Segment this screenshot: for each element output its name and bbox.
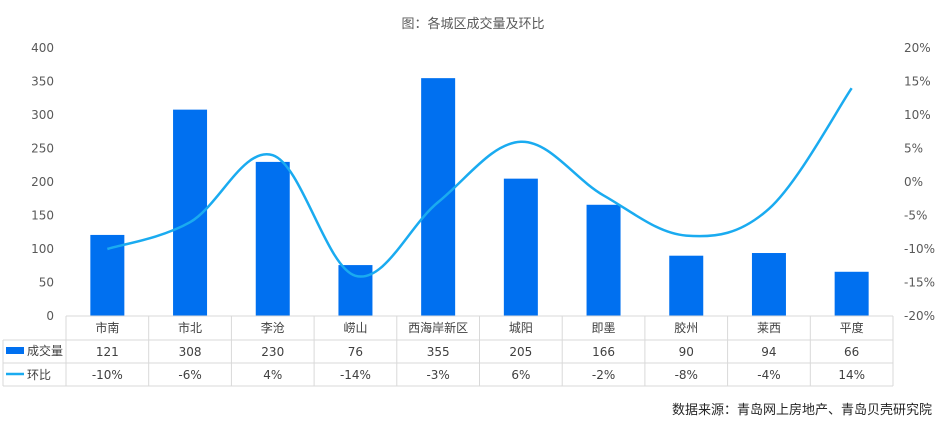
data-source-note: 数据来源：青岛网上房地产、青岛贝壳研究院	[671, 403, 932, 418]
y-axis-tick-label: 0	[46, 309, 54, 323]
table-value-huanbi: -8%	[675, 368, 698, 382]
table-value-huanbi: -14%	[340, 368, 371, 382]
y-axis-tick-label: 300	[31, 108, 54, 122]
table-value-huanbi: -2%	[592, 368, 615, 382]
x-axis-category-label: 市北	[178, 320, 202, 335]
y-axis-tick-label: 50	[39, 276, 54, 290]
y2-axis-tick-label: 20%	[904, 41, 931, 55]
y2-axis-tick-label: -15%	[904, 276, 935, 290]
bar	[421, 78, 456, 317]
y2-axis-tick-label: 10%	[904, 108, 931, 122]
table-value-huanbi: 4%	[263, 368, 282, 382]
y-axis-tick-label: 250	[31, 142, 54, 156]
table-value-volume: 66	[844, 345, 859, 359]
chart-title: 图：各城区成交量及环比	[401, 17, 545, 32]
legend-label-bar: 成交量	[27, 343, 63, 358]
y-axis-tick-label: 400	[31, 41, 54, 55]
x-axis-category-label: 平度	[840, 320, 864, 335]
bar	[503, 178, 538, 316]
table-value-volume: 90	[679, 345, 694, 359]
y2-axis-tick-label: -10%	[904, 242, 935, 256]
x-axis-category-label: 城阳	[509, 321, 533, 335]
y2-axis-tick-label: 5%	[904, 142, 923, 156]
legend-key-bar	[6, 347, 24, 354]
bar	[669, 255, 704, 316]
table-value-volume: 308	[179, 345, 202, 359]
table-value-huanbi: -6%	[178, 368, 201, 382]
x-axis-category-label: 莱西	[757, 321, 781, 335]
x-axis-category-label: 李沧	[261, 320, 285, 335]
bar	[255, 161, 290, 316]
y2-axis-tick-label: -5%	[904, 209, 927, 223]
bar	[586, 204, 621, 316]
table-value-huanbi: 14%	[838, 368, 865, 382]
y2-axis-tick-label: 0%	[904, 175, 923, 189]
table-value-volume: 94	[761, 345, 776, 359]
table-value-volume: 205	[509, 345, 532, 359]
y-axis-tick-label: 350	[31, 75, 54, 89]
bar	[751, 253, 786, 316]
y2-axis-tick-label: -20%	[904, 309, 935, 323]
table-value-volume: 76	[348, 345, 363, 359]
x-axis-category-label: 市南	[95, 320, 119, 335]
y-axis-tick-label: 100	[31, 242, 54, 256]
bar	[834, 271, 869, 316]
y-axis-tick-label: 150	[31, 209, 54, 223]
table-value-volume: 230	[261, 345, 284, 359]
legend-label-line: 环比	[27, 368, 51, 382]
y-axis-tick-label: 200	[31, 175, 54, 189]
x-axis-category-label: 崂山	[343, 321, 367, 335]
y2-axis-tick-label: 15%	[904, 75, 931, 89]
table-value-huanbi: -3%	[426, 368, 449, 382]
table-value-volume: 121	[96, 345, 119, 359]
x-axis-category-label: 西海岸新区	[408, 320, 468, 335]
x-axis-category-label: 即墨	[592, 321, 616, 335]
x-axis-category-label: 胶州	[674, 320, 698, 335]
table-value-volume: 166	[592, 345, 615, 359]
bar	[338, 265, 373, 316]
table-value-huanbi: 6%	[511, 368, 530, 382]
table-value-huanbi: -10%	[92, 368, 123, 382]
line-series-huanbi	[106, 87, 853, 278]
table-value-volume: 355	[427, 345, 450, 359]
table-value-huanbi: -4%	[757, 368, 780, 382]
